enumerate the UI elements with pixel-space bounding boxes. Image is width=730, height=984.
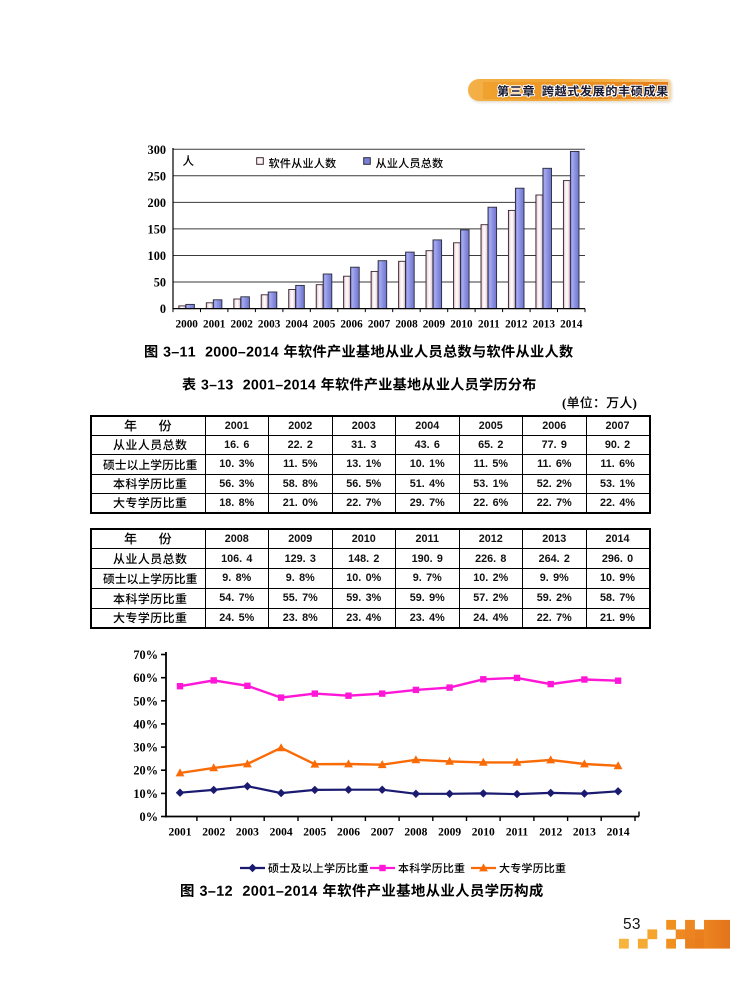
svg-text:2002: 2002 [231,319,254,331]
svg-text:60%: 60% [133,671,158,685]
svg-text:2009: 2009 [438,827,461,839]
svg-text:2013: 2013 [573,827,596,839]
svg-text:2008: 2008 [404,827,427,839]
svg-text:2009: 2009 [423,319,446,331]
svg-text:50%: 50% [133,694,158,708]
svg-text:2011: 2011 [506,827,529,839]
svg-text:2013: 2013 [533,319,556,331]
svg-text:2001: 2001 [203,319,226,331]
svg-text:30%: 30% [133,741,158,755]
svg-text:2010: 2010 [472,827,495,839]
svg-text:2001: 2001 [169,827,192,839]
svg-text:300: 300 [148,143,166,157]
svg-text:20%: 20% [133,764,158,778]
svg-text:10%: 10% [133,787,158,801]
svg-text:2006: 2006 [337,827,360,839]
svg-text:2011: 2011 [478,319,500,331]
svg-text:2008: 2008 [395,319,418,331]
svg-text:250: 250 [148,169,166,183]
svg-text:0: 0 [160,302,166,316]
svg-text:2014: 2014 [560,319,583,331]
svg-text:40%: 40% [133,717,158,731]
svg-text:2004: 2004 [270,827,293,839]
svg-text:2007: 2007 [371,827,394,839]
svg-text:2003: 2003 [258,319,281,331]
svg-text:2010: 2010 [450,319,473,331]
svg-text:2004: 2004 [285,319,308,331]
svg-text:2014: 2014 [607,827,630,839]
svg-text:50: 50 [154,276,166,290]
svg-text:2002: 2002 [202,827,225,839]
svg-text:0%: 0% [140,810,158,824]
svg-text:2007: 2007 [368,319,391,331]
svg-text:2003: 2003 [236,827,259,839]
svg-text:2012: 2012 [505,319,528,331]
svg-text:2005: 2005 [313,319,336,331]
svg-text:100: 100 [148,249,166,263]
svg-text:2006: 2006 [340,319,363,331]
svg-text:2000: 2000 [176,319,199,331]
svg-text:2012: 2012 [539,827,562,839]
svg-text:200: 200 [148,196,166,210]
svg-text:150: 150 [148,222,166,236]
svg-text:2005: 2005 [303,827,326,839]
svg-text:70%: 70% [133,648,158,662]
